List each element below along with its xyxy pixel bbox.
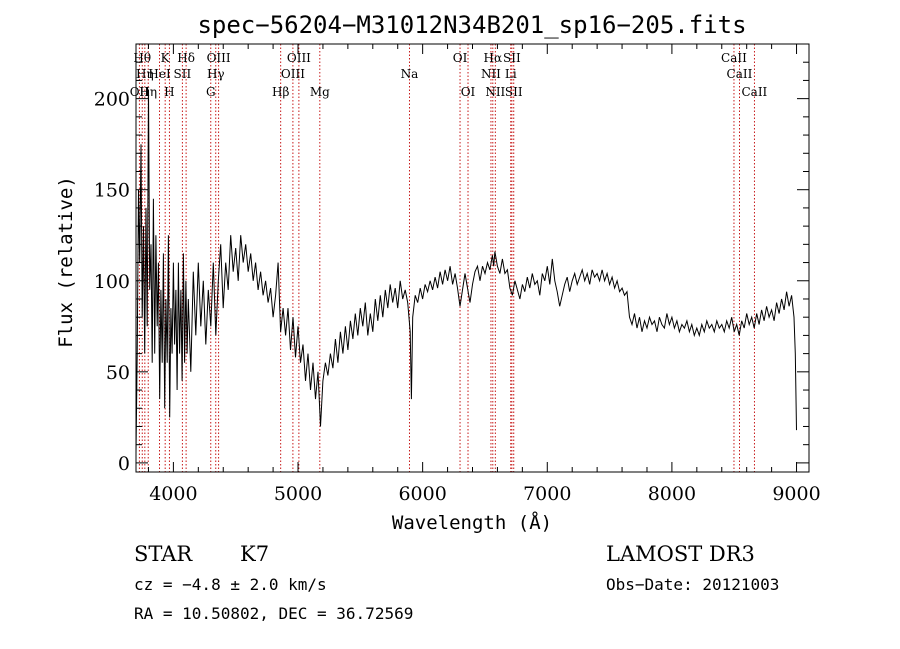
line-label-9: G — [206, 85, 216, 99]
line-label-13: OIII — [281, 67, 305, 81]
x-tick-label: 4000 — [149, 483, 197, 505]
line-label-21: NII — [485, 85, 505, 99]
y-tick-labels: 0 50 100 150 200 — [94, 89, 130, 475]
line-label-15: Mg — [310, 85, 330, 99]
y-tick-label: 200 — [94, 89, 130, 111]
line-label-27: CaII — [741, 85, 767, 99]
line-label-22: Li — [505, 67, 517, 81]
line-label-0: OII — [130, 85, 150, 99]
line-label-11: OIII — [207, 51, 231, 65]
line-label-10: Hγ — [207, 67, 225, 81]
line-label-24: SII — [505, 85, 523, 99]
line-label-14: OIII — [287, 51, 311, 65]
line-label-26: CaII — [727, 67, 753, 81]
line-label-12: Hβ — [272, 85, 289, 99]
emission-line-markers — [138, 44, 755, 472]
spectrum-line — [135, 89, 797, 454]
object-class: STAR — [134, 542, 193, 566]
x-axis-label: Wavelength (Å) — [392, 511, 552, 534]
line-label-4: HeI — [148, 67, 171, 81]
axis-ticks — [136, 44, 809, 472]
observation-date: Obs−Date: 20121003 — [606, 575, 779, 594]
y-tick-label: 50 — [106, 362, 130, 384]
line-label-17: OI — [453, 51, 468, 65]
line-label-1: Hθ — [133, 51, 151, 65]
y-tick-label: 100 — [94, 271, 130, 293]
line-label-2: Hη — [136, 67, 154, 81]
line-label-23: SII — [503, 51, 521, 65]
chart-title: spec−56204−M31012N34B201_sp16−205.fits — [197, 11, 746, 39]
line-label-6: H — [164, 85, 174, 99]
line-label-8: Hδ — [177, 51, 195, 65]
line-label-7: SII — [174, 67, 192, 81]
x-tick-label: 6000 — [398, 483, 446, 505]
object-subclass: K7 — [240, 542, 269, 566]
line-label-19: NII — [481, 67, 501, 81]
y-tick-label: 150 — [94, 180, 130, 202]
line-label-20: Hα — [484, 51, 503, 65]
y-axis-label: Flux (relative) — [55, 176, 77, 348]
x-tick-labels: 4000 5000 6000 7000 8000 9000 — [149, 483, 821, 505]
redshift-cz: cz = −4.8 ± 2.0 km/s — [134, 575, 327, 594]
emission-line-labels: OIIHθHηHηHeIKHSIIHδGHγOIIIHβOIIIOIIIMgNa… — [130, 51, 768, 99]
coordinates: RA = 10.50802, DEC = 36.72569 — [134, 604, 413, 623]
survey-name: LAMOST DR3 — [606, 542, 755, 566]
x-tick-label: 7000 — [523, 483, 571, 505]
line-label-18: OI — [461, 85, 476, 99]
x-tick-label: 8000 — [648, 483, 696, 505]
spectrum-series — [135, 89, 797, 454]
x-tick-label: 9000 — [772, 483, 820, 505]
line-label-16: Na — [401, 67, 419, 81]
line-label-25: CaII — [721, 51, 747, 65]
line-label-5: K — [161, 51, 171, 65]
y-tick-label: 0 — [118, 453, 130, 475]
x-tick-label: 5000 — [274, 483, 322, 505]
